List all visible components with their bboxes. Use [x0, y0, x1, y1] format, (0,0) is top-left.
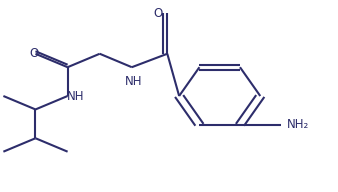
Text: NH: NH	[125, 75, 142, 88]
Text: NH: NH	[67, 90, 85, 103]
Text: O: O	[29, 47, 39, 60]
Text: NH₂: NH₂	[287, 118, 309, 131]
Text: O: O	[153, 7, 163, 20]
